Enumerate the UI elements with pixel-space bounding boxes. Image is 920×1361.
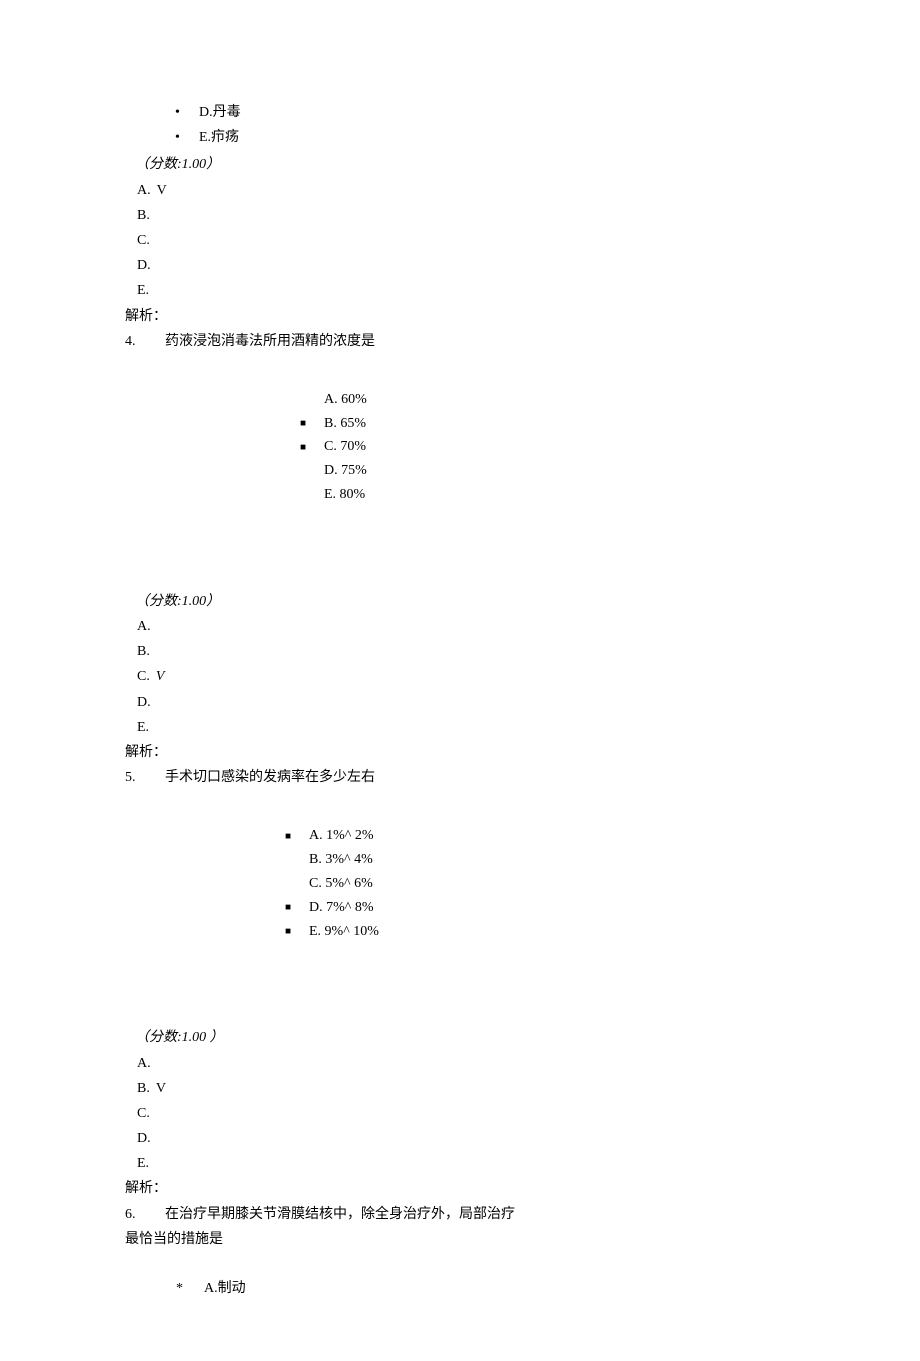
- q5-option-b: B. 3%^ 4%: [285, 848, 795, 872]
- q3-score: （分数:1.00）: [125, 150, 795, 177]
- option-text: B. 3%^ 4%: [309, 848, 373, 872]
- check-mark: V: [150, 1081, 166, 1096]
- option-text: C. 70%: [324, 435, 366, 459]
- q3-option-e: •E.疖疡: [125, 125, 795, 150]
- q5-option-c: C. 5%^ 6%: [285, 872, 795, 896]
- q3-option-d: •D.丹毒: [125, 100, 795, 125]
- option-text: B. 65%: [324, 412, 366, 436]
- q4-options: A. 60% ■B. 65% ■C. 70% D. 75% E. 80%: [125, 354, 795, 587]
- question-text: 在治疗早期膝关节滑膜结核中，除全身治疗外，局部治疗最恰当的措施是: [125, 1207, 515, 1247]
- option-text: D. 75%: [324, 459, 367, 483]
- answer-label: B.: [137, 1081, 150, 1096]
- check-mark: V: [150, 669, 165, 684]
- q4-question: 4.药液浸泡消毒法所用酒精的浓度是: [125, 329, 795, 354]
- q4-answer-b: B.: [125, 639, 795, 664]
- q5-answer-d: D.: [125, 1126, 795, 1151]
- option-text: D.丹毒: [199, 105, 241, 120]
- question-number: 4.: [125, 329, 165, 354]
- q5-answer-b: B.V: [125, 1076, 795, 1101]
- q4-option-a: A. 60%: [300, 388, 795, 412]
- check-mark: V: [151, 183, 167, 198]
- q5-option-a: ■A. 1%^ 2%: [285, 824, 795, 848]
- q4: 4.药液浸泡消毒法所用酒精的浓度是 A. 60% ■B. 65% ■C. 70%…: [125, 329, 795, 765]
- q4-answer-c: C.V: [125, 664, 795, 689]
- q3-answer-a: A.V: [125, 178, 795, 203]
- q5: 5.手术切口感染的发病率在多少左右 ■A. 1%^ 2% B. 3%^ 4% C…: [125, 765, 795, 1201]
- square-icon: ■: [300, 415, 324, 432]
- question-number: 5.: [125, 765, 165, 790]
- q4-option-c: ■C. 70%: [300, 435, 795, 459]
- option-text: A.制动: [204, 1281, 246, 1296]
- q5-options: ■A. 1%^ 2% B. 3%^ 4% C. 5%^ 6% ■D. 7%^ 8…: [125, 790, 795, 1023]
- question-text: 手术切口感染的发病率在多少左右: [165, 770, 375, 785]
- option-text: C. 5%^ 6%: [309, 872, 373, 896]
- q5-answer-c: C.: [125, 1101, 795, 1126]
- question-number: 6.: [125, 1202, 165, 1227]
- square-icon: ■: [285, 828, 309, 845]
- bullet-icon: •: [175, 100, 199, 125]
- option-text: A. 1%^ 2%: [309, 824, 374, 848]
- option-text: D. 7%^ 8%: [309, 896, 374, 920]
- q4-option-e: E. 80%: [300, 483, 795, 507]
- q4-analysis: 解析：: [125, 740, 795, 765]
- q4-score: （分数:1.00）: [125, 587, 795, 614]
- q6: 6.在治疗早期膝关节滑膜结核中，除全身治疗外，局部治疗最恰当的措施是 *A.制动: [125, 1202, 795, 1302]
- q5-score: （分数:1.00 ）: [125, 1023, 795, 1050]
- bullet-icon: •: [175, 125, 199, 150]
- option-text: E. 80%: [324, 483, 365, 507]
- q4-answer-a: A.: [125, 614, 795, 639]
- q5-option-d: ■D. 7%^ 8%: [285, 896, 795, 920]
- q3-analysis: 解析：: [125, 304, 795, 329]
- q4-option-b: ■B. 65%: [300, 412, 795, 436]
- option-text: A. 60%: [324, 388, 367, 412]
- q3-answer-d: D.: [125, 253, 795, 278]
- q5-analysis: 解析：: [125, 1176, 795, 1201]
- q3-tail: •D.丹毒 •E.疖疡 （分数:1.00） A.V B. C. D. E. 解析…: [125, 100, 795, 329]
- q4-option-d: D. 75%: [300, 459, 795, 483]
- q4-answer-e: E.: [125, 715, 795, 740]
- q4-answer-d: D.: [125, 690, 795, 715]
- square-icon: ■: [285, 899, 309, 916]
- answer-label: A.: [137, 183, 151, 198]
- q3-answer-c: C.: [125, 228, 795, 253]
- q3-answer-e: E.: [125, 278, 795, 303]
- answer-label: C.: [137, 669, 150, 684]
- q6-options: *A.制动: [125, 1252, 795, 1301]
- asterisk-icon: *: [176, 1276, 204, 1301]
- q5-answer-e: E.: [125, 1151, 795, 1176]
- option-text: E.疖疡: [199, 130, 239, 145]
- q3-answer-b: B.: [125, 203, 795, 228]
- square-icon: ■: [285, 923, 309, 940]
- option-text: E. 9%^ 10%: [309, 920, 379, 944]
- q5-option-e: ■E. 9%^ 10%: [285, 920, 795, 944]
- q6-question: 6.在治疗早期膝关节滑膜结核中，除全身治疗外，局部治疗最恰当的措施是: [125, 1202, 515, 1252]
- q5-answer-a: A.: [125, 1051, 795, 1076]
- q5-question: 5.手术切口感染的发病率在多少左右: [125, 765, 795, 790]
- question-text: 药液浸泡消毒法所用酒精的浓度是: [165, 334, 375, 349]
- q6-option-a: *A.制动: [125, 1276, 795, 1301]
- square-icon: ■: [300, 439, 324, 456]
